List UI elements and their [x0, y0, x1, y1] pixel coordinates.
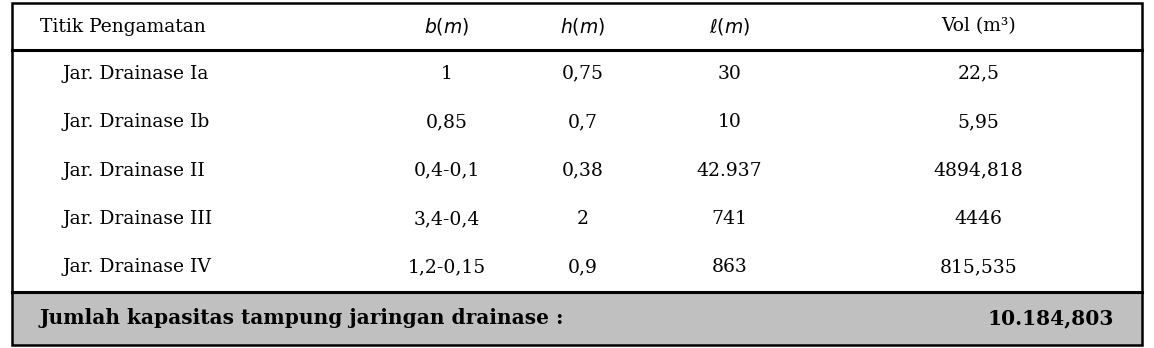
Text: Jar. Drainase Ia: Jar. Drainase Ia [62, 65, 209, 83]
Text: 741: 741 [712, 210, 748, 228]
Text: $\ell(m)$: $\ell(m)$ [709, 16, 750, 37]
Text: Jar. Drainase II: Jar. Drainase II [62, 161, 205, 180]
Text: 2: 2 [577, 210, 589, 228]
Text: Jar. Drainase IV: Jar. Drainase IV [62, 259, 211, 276]
Text: 1,2-0,15: 1,2-0,15 [407, 259, 486, 276]
Text: 815,535: 815,535 [939, 259, 1018, 276]
Text: 0,75: 0,75 [562, 65, 604, 83]
Text: 42.937: 42.937 [697, 161, 763, 180]
Text: Jar. Drainase Ib: Jar. Drainase Ib [62, 113, 210, 131]
Text: 5,95: 5,95 [958, 113, 999, 131]
Text: Jumlah kapasitas tampung jaringan drainase :: Jumlah kapasitas tampung jaringan draina… [39, 308, 564, 328]
Text: 863: 863 [712, 259, 748, 276]
Text: 0,38: 0,38 [562, 161, 604, 180]
Text: Titik Pengamatan: Titik Pengamatan [39, 17, 205, 35]
Text: 0,9: 0,9 [568, 259, 598, 276]
Text: 10: 10 [718, 113, 742, 131]
Text: 10.184,803: 10.184,803 [988, 308, 1115, 328]
Bar [12, 292, 1142, 345]
Bar [12, 98, 1142, 147]
Text: Jar. Drainase III: Jar. Drainase III [62, 210, 212, 228]
Bar [12, 147, 1142, 195]
Text: $h(m)$: $h(m)$ [560, 16, 605, 37]
Text: 0,85: 0,85 [426, 113, 467, 131]
Text: 0,4-0,1: 0,4-0,1 [414, 161, 480, 180]
Text: 1: 1 [441, 65, 452, 83]
Bar [12, 3, 1142, 49]
Bar [12, 49, 1142, 98]
Text: 4894,818: 4894,818 [934, 161, 1024, 180]
Text: 22,5: 22,5 [958, 65, 999, 83]
Text: 0,7: 0,7 [568, 113, 598, 131]
Text: 3,4-0,4: 3,4-0,4 [414, 210, 480, 228]
Text: Vol (m³): Vol (m³) [942, 17, 1016, 35]
Text: 30: 30 [718, 65, 742, 83]
Bar [12, 243, 1142, 292]
Bar [12, 195, 1142, 243]
Text: 4446: 4446 [954, 210, 1003, 228]
Text: $b(m)$: $b(m)$ [425, 16, 470, 37]
